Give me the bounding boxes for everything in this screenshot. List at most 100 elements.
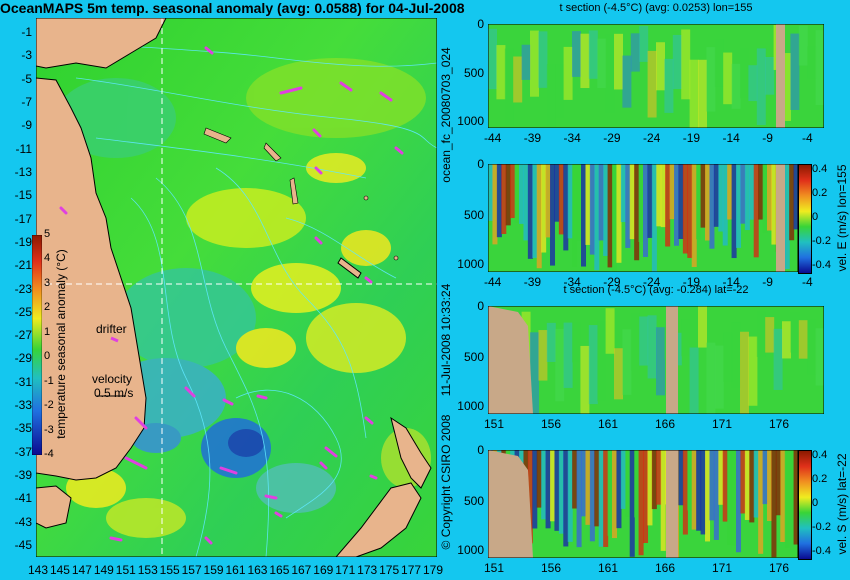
section-field-cell [773, 328, 783, 390]
section-colorbar-label: vel. S (m/s) lat=-22 [835, 453, 849, 555]
section-field-cell [753, 450, 759, 518]
section-field-cell [740, 48, 749, 99]
section-x-tick-label: 171 [712, 561, 733, 575]
section-field-cell [664, 58, 674, 113]
section-colorbar-tick-label: 0.4 [812, 163, 828, 175]
section-field-cell [771, 450, 777, 558]
section-colorbar-tick-label: -0.2 [812, 521, 831, 533]
map-lat-tick-label: -13 [14, 164, 32, 179]
section-field-cell [612, 450, 618, 539]
section-field-cell [616, 450, 622, 529]
section-x-tick-label: -4 [802, 131, 813, 145]
section-x-tick-label: -9 [762, 131, 773, 145]
section-field-cell [643, 164, 649, 257]
section-x-tick-label: -4 [802, 275, 813, 289]
section-field-cell [656, 42, 665, 91]
section-x-tick-label: -29 [603, 131, 621, 145]
map-lon-tick-label: 145 [49, 563, 70, 577]
section-field-cell [698, 59, 707, 128]
section-field-cell [581, 450, 587, 517]
section-field-cell [541, 164, 547, 253]
map-lat-tick-label: -29 [14, 351, 32, 366]
section-field-cell [639, 25, 649, 62]
section-field-cell [580, 33, 590, 89]
map-lon-tick-label: 155 [159, 563, 180, 577]
section-x-tick-label: 176 [769, 561, 790, 575]
section-field-cell [665, 164, 671, 247]
section-field-cell [647, 315, 657, 379]
section-plot[interactable] [488, 164, 798, 272]
section-field-cell [588, 325, 598, 405]
land-mask [666, 306, 678, 414]
section-field-cell [555, 328, 565, 402]
section-field-cell [718, 164, 724, 232]
section-x-tick-label: -24 [643, 131, 661, 145]
section-field-cell [589, 164, 595, 255]
section-colorbar [798, 164, 812, 274]
section-field-cell [723, 332, 733, 382]
section-y-tick-label: 500 [463, 493, 484, 508]
section-field-cell [521, 44, 531, 80]
section-x-tick-label: -14 [722, 131, 740, 145]
drifter-tracks [59, 46, 404, 545]
section-plot[interactable] [488, 450, 798, 558]
section-field-cell [563, 450, 569, 547]
section-field-cell [756, 311, 766, 357]
section-field-cell [643, 450, 649, 544]
land-mask [488, 450, 533, 558]
section-colorbar-tick-label: -0.4 [812, 259, 831, 271]
section-field-cell [496, 45, 506, 100]
map-colorbar [32, 235, 42, 455]
section-field-cell [722, 450, 728, 522]
section-field-cell [705, 164, 711, 241]
section-field-cell [696, 450, 702, 531]
section-colorbar-label: vel. E (m/s) lon=155 [835, 164, 849, 272]
section-field-cell [616, 164, 622, 263]
section-field-cell [758, 450, 764, 554]
section-x-tick-label: -39 [523, 131, 542, 145]
section-field-cell [607, 450, 613, 536]
section-field-cell [696, 164, 702, 240]
map-lat-tick-label: -17 [14, 211, 32, 226]
section-x-tick-label: -39 [523, 275, 542, 289]
section-field-cell [798, 25, 808, 66]
section-field-cell [784, 164, 790, 270]
section-field-cell [740, 450, 746, 514]
section-plot[interactable] [488, 306, 824, 414]
map-lon-tick-label: 167 [291, 563, 312, 577]
map-panel[interactable] [36, 18, 437, 557]
map-lon-tick-label: 179 [423, 563, 444, 577]
map-colorbar-tick-label: 3 [44, 276, 51, 289]
section-field-cell [714, 345, 724, 409]
section-field-cell [546, 322, 556, 362]
section-field-cell [598, 164, 604, 241]
section-field-cell [656, 450, 662, 505]
section-field-cell [538, 330, 548, 381]
section-field-cell [700, 164, 706, 228]
section-field-cell [815, 30, 824, 106]
section-field-cell [656, 327, 665, 396]
section-field-cell [554, 164, 560, 222]
section-field-cell [563, 164, 569, 251]
section-field-cell [504, 48, 514, 126]
map-lat-tick-label: -15 [14, 188, 32, 203]
section-field-cell [536, 164, 542, 269]
section-field-cell [736, 450, 742, 553]
section-y-tick-label: 500 [463, 349, 484, 364]
section-field-cell [706, 47, 716, 112]
section-field-cell [689, 347, 699, 414]
section-field-cell [605, 33, 615, 114]
section-x-tick-label: -19 [682, 131, 701, 145]
section-field-cell [790, 312, 800, 353]
section-field-cell [546, 64, 556, 128]
section-plot[interactable] [488, 24, 824, 128]
section-field-cell [789, 164, 795, 241]
map-lon-tick-label: 159 [203, 563, 224, 577]
map-colorbar-tick-label: -4 [44, 448, 54, 460]
section-field-cell [731, 450, 737, 546]
map-colorbar-tick-label: 1 [44, 325, 51, 338]
section-field-cell [603, 164, 609, 256]
section-field-cell [782, 53, 791, 121]
section-field-cell [629, 164, 635, 240]
pacific-islands [203, 127, 399, 261]
